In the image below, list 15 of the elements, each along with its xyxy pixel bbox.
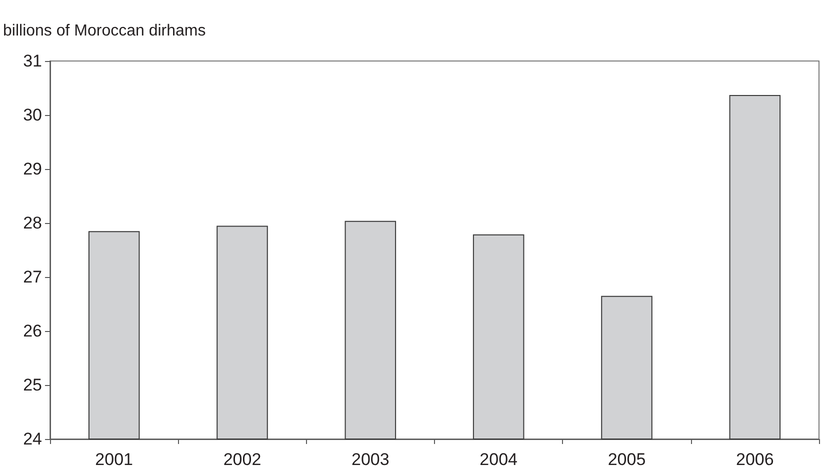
x-tick-label: 2002	[223, 450, 262, 469]
x-tick-label: 2004	[480, 450, 518, 469]
x-tick-label: 2003	[352, 450, 390, 469]
x-tick-label: 2005	[608, 450, 646, 469]
y-tick-label: 25	[23, 376, 42, 394]
y-tick-label: 24	[23, 430, 42, 448]
y-tick-label: 27	[23, 268, 42, 286]
y-tick-label: 26	[23, 322, 42, 340]
y-tick-label: 31	[23, 52, 42, 70]
x-tick-label: 2006	[736, 450, 774, 469]
y-tick-label: 28	[23, 214, 42, 232]
x-tick-label: 2001	[95, 450, 133, 469]
y-tick-label: 30	[23, 106, 42, 124]
y-axis-title: billions of Moroccan dirhams	[3, 22, 206, 40]
y-tick-label: 29	[23, 160, 42, 178]
